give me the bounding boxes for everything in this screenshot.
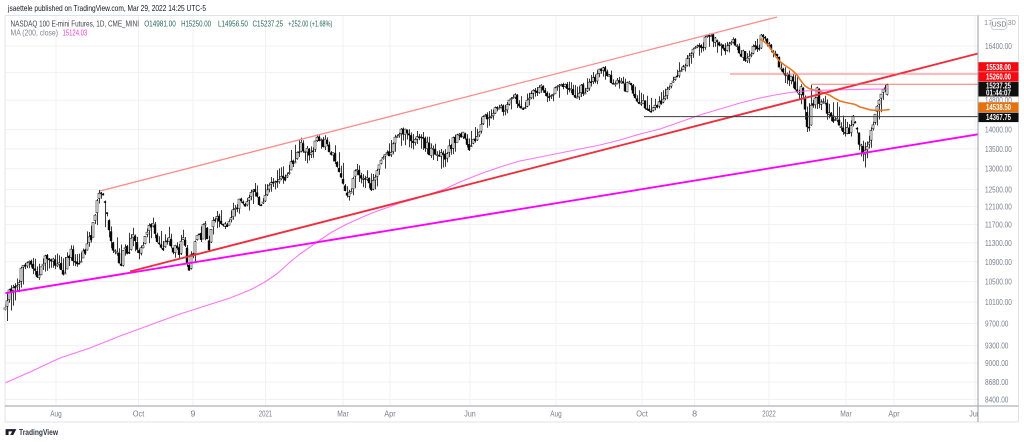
svg-text:15237.25: 15237.25 bbox=[986, 81, 1011, 90]
svg-text:15538.00: 15538.00 bbox=[986, 63, 1011, 72]
svg-text:C15237.25: C15237.25 bbox=[253, 18, 284, 28]
svg-text:15124.03: 15124.03 bbox=[63, 27, 88, 37]
svg-text:jsaettele published on Trading: jsaettele published on TradingView.com, … bbox=[7, 3, 206, 13]
svg-text:Oct: Oct bbox=[133, 409, 145, 419]
svg-text:15260.00: 15260.00 bbox=[986, 73, 1011, 82]
svg-text:USD: USD bbox=[992, 22, 1007, 29]
svg-text:2021: 2021 bbox=[259, 409, 273, 419]
svg-text:Mar: Mar bbox=[840, 409, 852, 419]
svg-text:O14981.00: O14981.00 bbox=[144, 18, 176, 28]
svg-text:Jun: Jun bbox=[969, 409, 981, 419]
svg-text:Aug: Aug bbox=[550, 409, 562, 419]
svg-text:14000.00: 14000.00 bbox=[985, 125, 1012, 135]
svg-text:MA (200, close): MA (200, close) bbox=[11, 27, 59, 37]
svg-text:Apr: Apr bbox=[888, 409, 900, 419]
svg-text:Aug: Aug bbox=[50, 409, 62, 419]
svg-text:01:44:07: 01:44:07 bbox=[986, 89, 1011, 98]
svg-text:8: 8 bbox=[692, 409, 697, 419]
svg-text:10900.00: 10900.00 bbox=[985, 257, 1012, 267]
svg-text:13500.00: 13500.00 bbox=[985, 144, 1012, 154]
svg-text:17: 17 bbox=[984, 18, 992, 27]
svg-text:H15250.00: H15250.00 bbox=[181, 18, 211, 28]
svg-text:12100.00: 12100.00 bbox=[985, 202, 1012, 212]
svg-text:30: 30 bbox=[1008, 18, 1016, 27]
svg-text:NASDAQ 100 E-mini Futures, 1D,: NASDAQ 100 E-mini Futures, 1D, CME_MINI bbox=[11, 18, 140, 28]
svg-text:12500.00: 12500.00 bbox=[985, 185, 1012, 195]
svg-text:Mar: Mar bbox=[337, 409, 349, 419]
svg-text:9300.00: 9300.00 bbox=[985, 341, 1009, 351]
svg-text:8400.00: 8400.00 bbox=[985, 395, 1009, 405]
svg-text:10500.00: 10500.00 bbox=[985, 277, 1012, 287]
svg-text:9700.00: 9700.00 bbox=[985, 318, 1009, 328]
svg-text:TradingView: TradingView bbox=[19, 427, 58, 437]
svg-text:9: 9 bbox=[191, 409, 196, 419]
svg-text:10100.00: 10100.00 bbox=[985, 297, 1012, 307]
svg-text:11700.00: 11700.00 bbox=[985, 219, 1012, 229]
svg-text:13000.00: 13000.00 bbox=[985, 164, 1012, 174]
svg-text:Jun: Jun bbox=[464, 409, 476, 419]
svg-text:14367.75: 14367.75 bbox=[986, 113, 1011, 122]
svg-text:16400.00: 16400.00 bbox=[985, 41, 1012, 51]
svg-text:+252.00 (+1.68%): +252.00 (+1.68%) bbox=[288, 18, 332, 28]
svg-text:14800.00: 14800.00 bbox=[985, 95, 1012, 105]
svg-text:14538.50: 14538.50 bbox=[986, 103, 1011, 112]
svg-text:Apr: Apr bbox=[384, 409, 396, 419]
svg-text:8680.00: 8680.00 bbox=[985, 377, 1009, 387]
svg-text:2022: 2022 bbox=[762, 409, 776, 419]
svg-text:L14956.50: L14956.50 bbox=[218, 18, 248, 28]
svg-text:11300.00: 11300.00 bbox=[985, 238, 1012, 248]
svg-text:Oct: Oct bbox=[636, 409, 648, 419]
svg-text:9000.00: 9000.00 bbox=[985, 358, 1009, 368]
